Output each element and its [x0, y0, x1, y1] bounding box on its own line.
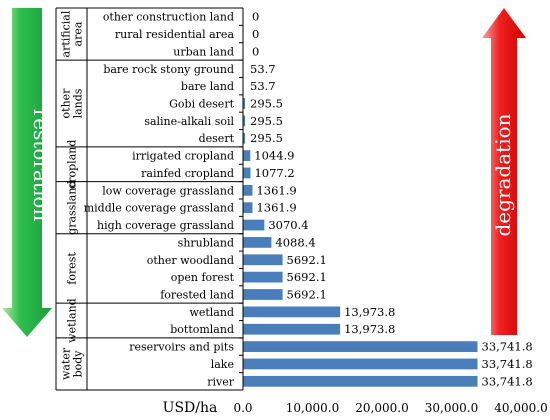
group-labels: artificialarea otherlands croplandgrasslan… [55, 7, 243, 391]
x-tick-label: 40,000.0 [494, 401, 547, 415]
value-label: 13,973.8 [344, 322, 395, 336]
bar [243, 306, 341, 318]
degradation-arrow-shape [482, 8, 526, 335]
category-label: reservoirs and pits [129, 341, 234, 354]
bar [243, 98, 246, 109]
x-axis: 0.0 10,000.0 20,000.0 30,000.0 40,000.0 USD/h… [163, 7, 548, 416]
bar [243, 150, 251, 161]
group-label-line: wetland [66, 298, 79, 343]
category-label: rural residential area [115, 28, 235, 41]
category-label: wetland [189, 306, 234, 319]
restoration-arrow: restoration [2, 8, 53, 337]
group-label-line: grassland [66, 181, 79, 235]
restoration-arrow-shape [2, 8, 52, 337]
value-label: 33,741.8 [482, 340, 533, 354]
group-label-0: artificialarea [60, 10, 85, 57]
bar [243, 132, 246, 144]
bar [243, 167, 251, 179]
bar [243, 219, 265, 231]
group-label-line: area [72, 21, 85, 46]
value-label: 1361.9 [256, 201, 296, 215]
x-tick-label: 20,000.0 [355, 401, 408, 415]
category-label: Gobi desert [169, 98, 234, 111]
value-label: 295.5 [250, 97, 283, 111]
category-label: saline-alkali soil [144, 115, 234, 128]
group-label-6: waterbody [60, 347, 85, 380]
value-label: 0 [252, 27, 259, 41]
value-label: 4088.4 [275, 235, 315, 249]
category-label: urban land [173, 45, 234, 58]
bar [243, 341, 478, 352]
value-label: 0 [252, 44, 259, 58]
group-label-5: wetland [66, 298, 79, 343]
category-label: river [207, 375, 235, 388]
bar [243, 237, 272, 248]
bar [243, 202, 253, 214]
value-label: 5692.1 [287, 288, 327, 302]
category-label: shrubland [178, 236, 234, 249]
value-label: 3070.4 [268, 218, 308, 232]
group-label-line: other [60, 88, 73, 119]
bar [243, 271, 283, 283]
degradation-arrow: degradation [482, 8, 526, 335]
category-label: bare land [181, 80, 234, 93]
category-label: lake [211, 358, 234, 371]
group-label-line: forest [66, 252, 79, 285]
bar [243, 115, 246, 127]
value-label: 5692.1 [287, 270, 327, 284]
category-label: high coverage grassland [97, 219, 234, 232]
value-label: 1077.2 [254, 166, 294, 180]
value-label: 53.7 [250, 62, 276, 76]
bar [243, 289, 283, 300]
value-label: 295.5 [250, 114, 283, 128]
degradation-label: degradation [491, 113, 515, 236]
group-label-2: cropland [66, 140, 79, 189]
value-label: 0 [252, 10, 259, 24]
value-label: 53.7 [250, 79, 276, 93]
x-axis-title: USD/ha [163, 400, 218, 416]
group-label-line: body [72, 350, 85, 378]
group-label-1: otherlands [60, 88, 85, 119]
x-tick-label: 10,000.0 [286, 401, 339, 415]
category-label: rainfed cropland [141, 167, 234, 180]
value-label: 13,973.8 [344, 305, 395, 319]
category-label: irrigated cropland [132, 150, 234, 163]
category-label: middle coverage grassland [84, 202, 234, 215]
group-label-line: artificial [60, 10, 73, 57]
category-label: bare rock stony ground [103, 63, 234, 76]
group-label-line: cropland [66, 140, 79, 189]
group-label-line: water [60, 347, 73, 380]
category-labels: other construction land rural residential… [84, 11, 235, 389]
group-label-line: lands [72, 88, 85, 118]
value-label: 5692.1 [287, 253, 327, 267]
value-labels: 0 0 0 53.7 53.7 295.5 295.5 295.5 1044.9 1077.2 13… [250, 10, 533, 389]
value-label: 295.5 [250, 131, 283, 145]
bar [243, 184, 253, 196]
bar [243, 358, 478, 370]
category-label: other construction land [103, 11, 234, 24]
bars [243, 63, 478, 387]
x-tick-label: 30,000.0 [425, 401, 478, 415]
value-label: 33,741.8 [482, 374, 533, 388]
category-label: desert [199, 132, 235, 145]
category-label: bottomland [170, 323, 234, 336]
category-label: forested land [160, 289, 234, 302]
category-label: other woodland [147, 254, 234, 267]
value-label: 1044.9 [254, 149, 294, 163]
bar [243, 323, 341, 335]
category-label: low coverage grassland [102, 184, 234, 197]
group-label-4: forest [66, 252, 79, 285]
restoration-label: restoration [29, 109, 53, 222]
bar [243, 254, 283, 266]
x-tick-label: 0.0 [233, 401, 252, 415]
bar [243, 375, 478, 387]
value-label: 33,741.8 [482, 357, 533, 371]
group-label-3: grassland [66, 181, 79, 235]
category-label: open forest [171, 271, 235, 284]
value-label: 1361.9 [256, 183, 296, 197]
